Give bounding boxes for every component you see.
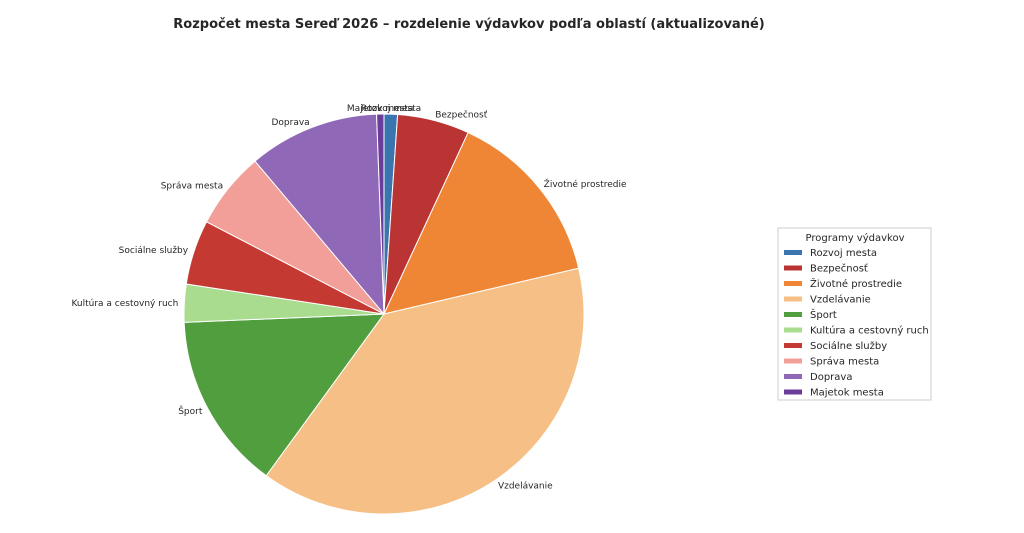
slice-majetok-mesta bbox=[376, 113, 385, 315]
legend-label-vzdelavanie: Vzdelávanie bbox=[810, 294, 871, 306]
chart-title: Rozpočet mesta Sereď 2026 – rozdelenie v… bbox=[173, 17, 764, 32]
legend-swatch-rozvoj-mesta bbox=[784, 250, 802, 255]
slice-label-bezpecnost: Bezpečnosť bbox=[435, 109, 488, 120]
slice-label-doprava: Doprava bbox=[271, 118, 309, 128]
legend: Programy výdavkov Rozvoj mesta Bezpečnosť… bbox=[777, 227, 932, 401]
pie-slices bbox=[183, 113, 585, 515]
legend-items: Rozvoj mesta Bezpečnosť Životné prostredie… bbox=[784, 248, 929, 399]
legend-box bbox=[777, 227, 932, 401]
legend-swatch-doprava bbox=[784, 374, 802, 379]
legend-label-rozvoj-mesta: Rozvoj mesta bbox=[810, 248, 877, 259]
legend-swatch-socialne-sluzby bbox=[784, 343, 802, 348]
slice-sport bbox=[183, 313, 386, 477]
slice-label-sport: Šport bbox=[178, 405, 203, 417]
slice-label-kultura-a-cestovny-ruch: Kultúra a cestovný ruch bbox=[71, 299, 178, 309]
legend-title: Programy výdavkov bbox=[806, 232, 905, 244]
legend-label-zivotne-prostredie: Životné prostredie bbox=[810, 277, 902, 290]
legend-swatch-vzdelavanie bbox=[784, 296, 802, 302]
legend-label-bezpecnost: Bezpečnosť bbox=[810, 263, 868, 275]
legend-label-sport: Šport bbox=[810, 308, 837, 321]
slice-labels: Rozvoj mesta Bezpečnosť Životné prostredie… bbox=[71, 104, 627, 492]
slice-label-socialne-sluzby: Sociálne služby bbox=[119, 246, 189, 256]
slice-label-vzdelavanie: Vzdelávanie bbox=[498, 482, 553, 492]
legend-label-sprava-mesta: Správa mesta bbox=[810, 356, 879, 368]
legend-label-socialne-sluzby: Sociálne služby bbox=[810, 340, 887, 352]
slice-label-majetok-mesta: Majetok mesta bbox=[347, 104, 413, 114]
legend-swatch-zivotne-prostredie bbox=[784, 281, 802, 286]
slice-label-rozvoj-mesta: Rozvoj mesta bbox=[361, 104, 421, 114]
slice-doprava bbox=[254, 113, 385, 316]
legend-label-doprava: Doprava bbox=[810, 372, 852, 383]
legend-label-majetok-mesta: Majetok mesta bbox=[810, 388, 884, 399]
legend-swatch-sprava-mesta bbox=[784, 358, 802, 364]
slice-label-zivotne-prostredie: Životné prostredie bbox=[544, 178, 627, 190]
slice-zivotne-prostredie bbox=[383, 131, 580, 315]
legend-swatch-majetok-mesta bbox=[784, 389, 802, 395]
legend-label-kultura-a-cestovny-ruch: Kultúra a cestovný ruch bbox=[810, 325, 929, 337]
slice-vzdelavanie bbox=[265, 267, 585, 515]
legend-swatch-bezpecnost bbox=[784, 265, 802, 271]
legend-swatch-kultura-a-cestovny-ruch bbox=[784, 327, 802, 333]
slice-label-sprava-mesta: Správa mesta bbox=[161, 181, 223, 191]
legend-swatch-sport bbox=[784, 312, 802, 317]
